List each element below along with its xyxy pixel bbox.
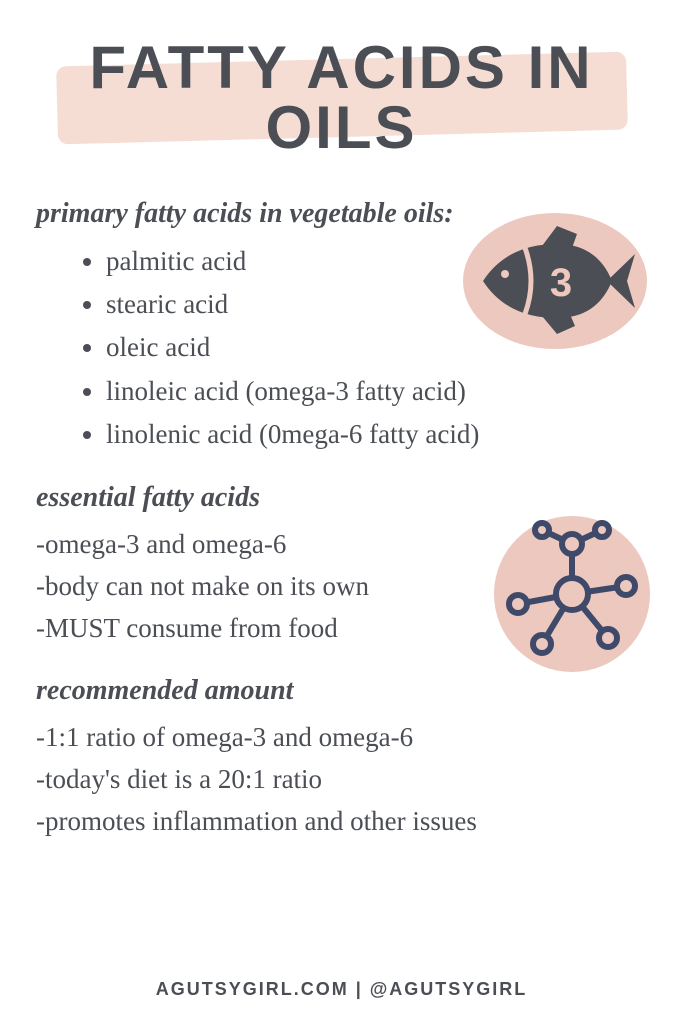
section-heading: essential fatty acids — [36, 482, 647, 514]
page-title: FATTY ACIDS IN OILS — [36, 30, 647, 166]
recommended-list: -1:1 ratio of omega-3 and omega-6 -today… — [36, 717, 647, 843]
list-item: linoleic acid (omega-3 fatty acid) — [106, 370, 647, 413]
fish-icon: 3 — [457, 206, 647, 361]
footer-credit: AGUTSYGIRL.COM | @AGUTSYGIRL — [0, 979, 683, 1000]
molecule-icon — [490, 512, 655, 682]
section-essential: essential fatty acids -omega-3 and omega… — [36, 482, 647, 650]
svg-text:3: 3 — [550, 261, 572, 305]
list-item: -1:1 ratio of omega-3 and omega-6 — [36, 717, 647, 759]
section-recommended: recommended amount -1:1 ratio of omega-3… — [36, 675, 647, 843]
section-primary: primary fatty acids in vegetable oils: p… — [36, 198, 647, 456]
list-item: -promotes inflammation and other issues — [36, 801, 647, 843]
list-item: -today's diet is a 20:1 ratio — [36, 759, 647, 801]
title-block: FATTY ACIDS IN OILS — [36, 30, 647, 166]
list-item: linolenic acid (0mega-6 fatty acid) — [106, 413, 647, 456]
section-heading: recommended amount — [36, 675, 647, 707]
